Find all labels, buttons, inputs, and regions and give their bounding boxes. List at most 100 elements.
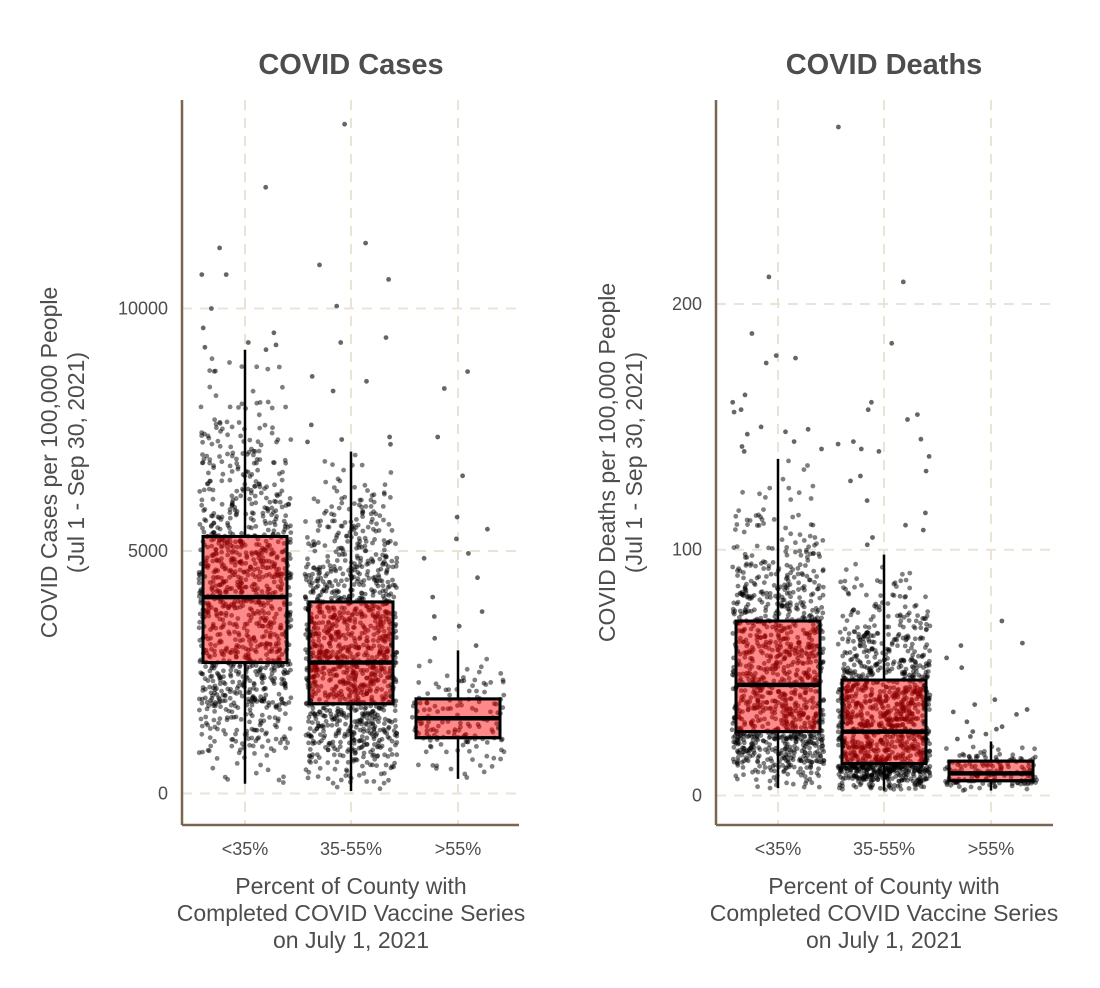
- y-axis-title: COVID Deaths per 100,000 People(Jul 1 - …: [594, 283, 647, 642]
- data-point: [477, 763, 483, 768]
- data-point: [767, 640, 773, 646]
- data-point: [904, 744, 910, 750]
- data-point: [817, 595, 823, 601]
- data-point: [236, 750, 242, 756]
- data-point: [197, 707, 202, 713]
- data-point: [360, 514, 365, 519]
- data-point: [303, 573, 309, 579]
- data-point: [375, 568, 381, 573]
- data-point: [279, 581, 285, 587]
- data-point: [253, 663, 259, 668]
- data-point: [200, 439, 206, 445]
- data-point: [349, 462, 355, 468]
- data-point: [264, 484, 269, 490]
- data-point: [249, 607, 255, 613]
- data-point: [221, 680, 227, 685]
- data-point: [857, 769, 863, 774]
- data-point: [807, 577, 813, 583]
- data-point: [215, 525, 221, 530]
- data-point: [202, 686, 208, 692]
- data-point: [788, 749, 794, 755]
- data-point: [227, 575, 232, 580]
- data-point: [224, 589, 230, 595]
- data-point: [905, 648, 911, 654]
- data-point: [229, 493, 235, 499]
- data-point: [233, 512, 239, 518]
- data-point: [284, 670, 289, 675]
- data-point: [208, 641, 214, 647]
- data-point: [762, 765, 768, 770]
- data-point: [230, 497, 236, 503]
- data-point: [887, 685, 893, 691]
- data-point: [199, 497, 205, 503]
- data-point: [364, 572, 370, 578]
- data-point: [262, 422, 268, 428]
- data-point: [904, 740, 910, 745]
- data-point: [371, 727, 377, 732]
- data-point: [262, 505, 268, 510]
- data-point: [870, 646, 875, 652]
- data-point: [196, 750, 202, 756]
- data-point: [353, 606, 359, 611]
- data-point: [776, 689, 781, 695]
- x-axis-title: Percent of County with Completed COVID Va…: [710, 873, 1059, 953]
- data-point: [869, 738, 875, 744]
- data-point: [242, 584, 248, 590]
- data-point: [801, 600, 806, 605]
- data-point: [364, 741, 370, 747]
- data-point: [320, 564, 326, 570]
- data-point: [969, 774, 975, 780]
- data-point: [793, 540, 798, 546]
- data-point: [233, 539, 238, 545]
- data-point: [363, 504, 369, 509]
- data-point: [798, 772, 804, 778]
- data-point: [795, 606, 800, 612]
- data-point: [219, 651, 225, 657]
- outlier-point: [889, 340, 895, 346]
- outlier-point: [263, 184, 269, 190]
- data-point: [815, 615, 820, 621]
- data-point: [331, 512, 337, 518]
- data-point: [895, 633, 901, 639]
- x-tick-label: <35%: [222, 839, 269, 859]
- outlier-point: [749, 331, 755, 336]
- data-point: [233, 648, 238, 654]
- data-point: [201, 508, 207, 513]
- data-point: [879, 564, 885, 570]
- data-point: [253, 770, 259, 776]
- data-point: [779, 676, 785, 682]
- data-point: [808, 659, 814, 665]
- data-point: [766, 545, 771, 551]
- data-point: [347, 779, 353, 785]
- data-point: [323, 624, 329, 630]
- outlier-point: [819, 446, 824, 452]
- data-point: [755, 758, 760, 764]
- data-point: [217, 677, 223, 683]
- data-point: [339, 500, 345, 506]
- data-point: [380, 588, 386, 594]
- data-point: [761, 769, 766, 775]
- data-point: [920, 713, 925, 719]
- data-point: [881, 711, 886, 716]
- data-point: [788, 642, 794, 647]
- data-point: [234, 509, 240, 514]
- data-point: [863, 757, 869, 763]
- data-point: [908, 753, 913, 758]
- data-point: [368, 678, 374, 684]
- data-point: [217, 590, 223, 596]
- data-point: [776, 633, 782, 639]
- data-point: [808, 770, 814, 776]
- data-point: [747, 518, 753, 523]
- data-point: [781, 705, 786, 710]
- data-point: [315, 626, 321, 631]
- data-point: [342, 734, 347, 739]
- data-point: [274, 439, 279, 445]
- data-point: [387, 666, 393, 671]
- data-point: [244, 553, 250, 559]
- data-point: [877, 700, 883, 705]
- data-point: [819, 740, 825, 746]
- data-point: [236, 630, 241, 636]
- data-point: [875, 777, 881, 782]
- data-point: [869, 687, 875, 692]
- data-point: [811, 669, 817, 675]
